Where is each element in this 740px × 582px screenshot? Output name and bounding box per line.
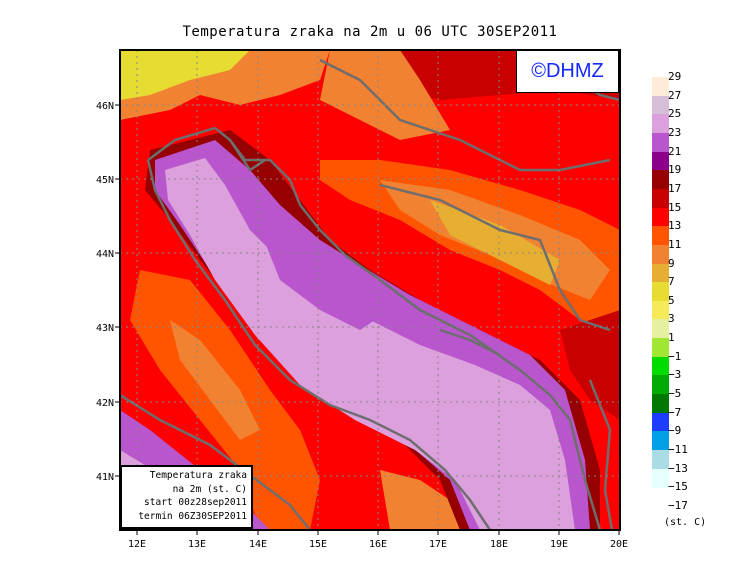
lon-tick: 18E — [490, 539, 508, 550]
legend-label: 7 — [668, 275, 675, 289]
albania-zone — [560, 310, 620, 420]
south-italy-inland — [380, 470, 460, 530]
legend-label: 29 — [668, 70, 682, 83]
legend-label: 9 — [668, 256, 675, 270]
legend-label: 3 — [668, 312, 675, 326]
coastlines — [120, 58, 620, 530]
legend-swatch — [652, 95, 669, 115]
legend-swatch — [652, 132, 669, 153]
lon-tick: 12E — [128, 539, 146, 550]
legend-swatch — [652, 319, 669, 339]
lat-tick: 46N — [96, 101, 114, 112]
lon-tick: 14E — [249, 539, 267, 550]
info-line: na 2m (st. C) — [172, 483, 247, 495]
legend-label: 17 — [668, 181, 682, 195]
legend-swatch — [652, 356, 669, 376]
legend-swatch — [652, 207, 669, 227]
legend-label: 27 — [668, 88, 682, 102]
legend-label: 19 — [668, 163, 682, 177]
legend-label: −13 — [668, 461, 688, 475]
info-line: Temperatura zraka — [149, 470, 247, 481]
lon-tick: 17E — [429, 539, 447, 550]
legend-swatch — [652, 394, 669, 414]
map-title: Temperatura zraka na 2m u 06 UTC 30SEP20… — [182, 24, 558, 40]
legend-label: −5 — [668, 387, 682, 401]
lat-tick: 45N — [96, 175, 114, 186]
legend-label: 5 — [668, 293, 675, 307]
alps-cold-zone — [120, 50, 250, 100]
legend-label: −3 — [668, 368, 682, 382]
legend-swatch — [652, 450, 669, 470]
lon-tick: 13E — [188, 539, 206, 550]
legend-unit: (st. C) — [664, 517, 707, 528]
legend-swatch — [652, 412, 669, 432]
legend-swatch — [652, 188, 669, 209]
legend-swatch — [652, 226, 669, 246]
legend-swatch — [652, 170, 669, 190]
legend-label: 21 — [668, 144, 682, 158]
legend-swatch — [652, 77, 669, 97]
legend-label: 25 — [668, 107, 682, 121]
balkan-mountains — [430, 200, 560, 285]
dhmz-logo: ©DHMZ — [516, 50, 619, 93]
lat-tick: 43N — [96, 323, 114, 334]
info-line: start 00z28sep2011 — [144, 497, 247, 508]
legend-label: 1 — [668, 331, 675, 345]
legend-swatch — [652, 151, 669, 171]
legend-swatch — [652, 468, 669, 488]
legend-swatch — [652, 282, 669, 302]
lon-tick: 16E — [369, 539, 387, 550]
legend-label: 23 — [668, 125, 682, 139]
plot-frame — [119, 49, 621, 531]
legend-label: −11 — [668, 443, 688, 456]
italy-inland — [170, 320, 260, 440]
legend-swatch — [652, 300, 669, 320]
legend-swatch — [652, 375, 669, 395]
legend-swatch — [652, 338, 669, 358]
lon-tick: 15E — [309, 539, 327, 550]
legend-swatch — [652, 431, 669, 451]
legend-label: −15 — [668, 480, 688, 494]
legend-label: 13 — [668, 219, 682, 233]
legend-label: −17 — [668, 498, 688, 512]
info-line: termin 06Z30SEP2011 — [138, 510, 247, 522]
legend-label: −7 — [668, 405, 682, 419]
legend-label: 11 — [668, 237, 682, 251]
slovenia-zone — [320, 50, 450, 140]
legend-label: −9 — [668, 424, 682, 438]
legend-swatch — [652, 114, 669, 134]
legend-swatch — [652, 263, 669, 283]
lon-tick: 20E — [610, 539, 628, 550]
lat-tick: 44N — [96, 249, 114, 260]
adriatic-sea — [165, 158, 575, 530]
grid-lines — [120, 50, 620, 530]
legend-swatch — [652, 244, 669, 264]
dalmatian-channel-zone — [260, 230, 390, 330]
info-box: Temperatura zraka na 2m (st. C) start 00… — [120, 465, 253, 529]
lon-tick: 19E — [550, 539, 568, 550]
legend-label: 15 — [668, 200, 682, 214]
lat-tick: 41N — [96, 472, 114, 483]
lat-tick: 42N — [96, 398, 114, 409]
legend-label: −1 — [668, 349, 682, 363]
